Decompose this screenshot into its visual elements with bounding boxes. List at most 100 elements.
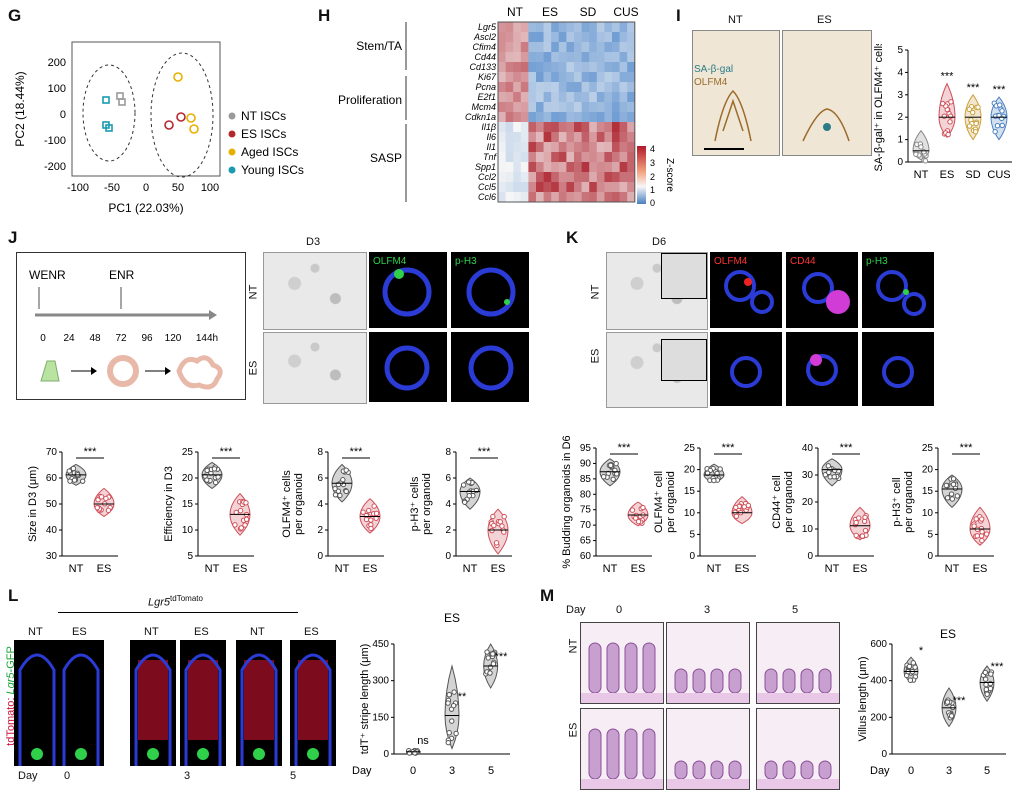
data-point bbox=[941, 113, 948, 119]
heatmap-cell bbox=[581, 132, 590, 143]
heatmap-cell bbox=[543, 172, 552, 183]
heatmap-cell bbox=[558, 92, 567, 103]
m-plot-title: ES bbox=[940, 627, 956, 641]
panel-letter-m: M bbox=[540, 586, 555, 605]
y-tick-label: 0 bbox=[897, 157, 903, 168]
heatmap-cell bbox=[574, 92, 582, 103]
data-point bbox=[945, 131, 951, 138]
heatmap-cell bbox=[604, 132, 613, 143]
heatmap-cell bbox=[589, 182, 598, 193]
heatmap-cell bbox=[498, 42, 506, 53]
data-point bbox=[948, 713, 955, 719]
heatmap-cell bbox=[627, 42, 636, 53]
data-point bbox=[243, 500, 249, 506]
data-point bbox=[332, 485, 338, 492]
heatmap-cell bbox=[543, 162, 552, 173]
heatmap-cell bbox=[558, 152, 567, 163]
heatmap-cell bbox=[581, 192, 590, 203]
j-fl-es-1 bbox=[369, 332, 447, 402]
heatmap-cell bbox=[551, 132, 560, 143]
heatmap-cell bbox=[627, 62, 636, 73]
k-plots: 95 90 85 80 75 70 65 60 % Budding organoids in D… bbox=[561, 436, 994, 575]
heatmap-cell bbox=[513, 172, 522, 183]
heatmap-cell bbox=[604, 42, 613, 53]
heatmap-cell bbox=[551, 32, 560, 43]
heatmap-cell bbox=[589, 102, 598, 113]
m-plot-day: Day bbox=[870, 765, 890, 777]
heatmap-cell bbox=[498, 22, 506, 33]
heatmap-cell bbox=[619, 22, 628, 33]
y-tick-label: 2 bbox=[317, 525, 323, 536]
gene-label: Ccl2 bbox=[478, 172, 496, 182]
l-image bbox=[290, 640, 336, 766]
data-point bbox=[921, 149, 927, 155]
data-point bbox=[825, 463, 832, 469]
data-point bbox=[105, 507, 112, 514]
k-fl-es-1 bbox=[710, 332, 782, 406]
heatmap-cell bbox=[596, 182, 605, 193]
l-col-label: ES bbox=[194, 626, 209, 638]
l-col-label: ES bbox=[72, 626, 87, 638]
y-tick-label: 40 bbox=[46, 525, 58, 536]
heatmap-cell bbox=[566, 162, 575, 173]
y-tick-label: 75 bbox=[580, 505, 592, 516]
data-point bbox=[242, 522, 248, 528]
heatmap-cell bbox=[612, 182, 620, 193]
category-label: ES bbox=[363, 563, 378, 575]
heatmap-cell bbox=[505, 72, 514, 83]
heatmap-cell bbox=[528, 22, 537, 33]
k-row-nt: NT bbox=[589, 284, 602, 300]
heatmap-cell bbox=[589, 172, 598, 183]
heatmap-cell bbox=[612, 82, 620, 93]
heatmap-cell bbox=[520, 162, 529, 173]
heatmap-cell bbox=[589, 22, 598, 33]
heatmap-cell bbox=[612, 102, 620, 113]
heatmap-cell bbox=[581, 72, 590, 83]
heatmap-cell bbox=[536, 122, 544, 133]
heatmap-cell bbox=[612, 52, 620, 63]
y-tick-label: 5 bbox=[897, 45, 903, 56]
data-point bbox=[215, 474, 221, 480]
pca-ytick: 200 bbox=[48, 57, 66, 69]
heatmap-cell bbox=[566, 122, 575, 133]
k-img-title: D6 bbox=[652, 236, 667, 248]
heatmap-cell bbox=[536, 32, 544, 43]
k-fl-nt-1 bbox=[710, 252, 782, 328]
heatmap-cell bbox=[551, 162, 560, 173]
heatmap-cell bbox=[513, 192, 522, 203]
k-row-es: ES bbox=[589, 348, 602, 364]
heatmap-cell bbox=[528, 42, 537, 53]
data-point bbox=[499, 523, 505, 529]
l-image bbox=[58, 640, 104, 766]
gene-label: Il6 bbox=[486, 132, 496, 142]
j-stain2: p-H3 bbox=[455, 256, 477, 267]
i-title-es: ES bbox=[817, 14, 832, 26]
j-bf-es bbox=[263, 332, 367, 404]
data-point bbox=[947, 113, 954, 119]
data-point bbox=[983, 531, 990, 537]
y-tick-label: 20 bbox=[684, 465, 696, 476]
data-point bbox=[103, 495, 109, 502]
heatmap-cell bbox=[589, 192, 598, 203]
heatmap-cell bbox=[612, 22, 620, 33]
day-tick: 0 bbox=[410, 765, 416, 777]
heatmap-cell bbox=[520, 52, 529, 63]
heatmap-cell bbox=[566, 182, 575, 193]
heatmap-cell bbox=[627, 52, 636, 63]
y-tick-label: 4 bbox=[897, 67, 903, 78]
l-image bbox=[236, 640, 282, 766]
data-point bbox=[237, 507, 244, 514]
data-point bbox=[992, 128, 998, 135]
heatmap-cell bbox=[528, 162, 537, 173]
data-point bbox=[979, 516, 985, 522]
data-point bbox=[490, 513, 496, 520]
i-image-es bbox=[782, 30, 872, 156]
heatmap-cell bbox=[558, 192, 567, 203]
i-title-nt: NT bbox=[728, 14, 743, 26]
j-bf-nt bbox=[263, 252, 367, 330]
heatmap-cell bbox=[574, 52, 582, 63]
panel-letter-k: K bbox=[566, 228, 579, 247]
gene-label: Spp1 bbox=[475, 162, 496, 172]
heatmap-cell bbox=[581, 82, 590, 93]
